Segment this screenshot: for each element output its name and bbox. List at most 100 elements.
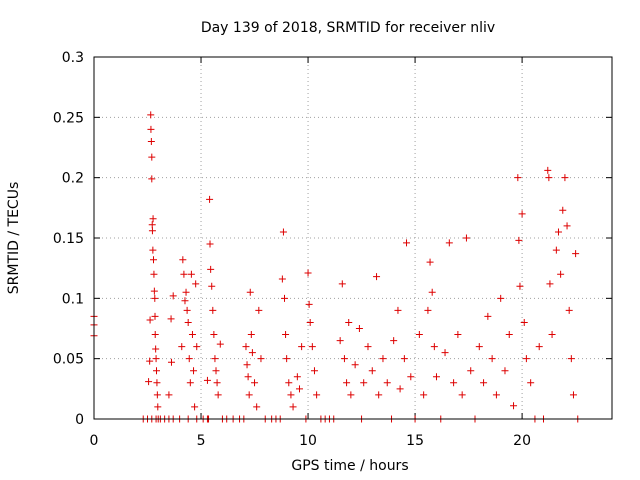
data-point xyxy=(192,280,200,288)
data-point xyxy=(148,153,156,161)
data-point xyxy=(151,294,159,302)
data-point xyxy=(147,125,155,133)
y-axis-label: SRMTID / TECUs xyxy=(6,182,22,295)
data-point xyxy=(242,343,250,351)
data-point xyxy=(257,355,265,363)
x-axis-label: GPS time / hours xyxy=(291,458,408,474)
data-point xyxy=(167,315,175,323)
data-point xyxy=(203,376,211,384)
data-point xyxy=(545,174,553,182)
data-point xyxy=(148,227,156,235)
data-point xyxy=(210,331,218,339)
data-point xyxy=(178,343,186,351)
data-point xyxy=(432,373,440,381)
data-point xyxy=(430,343,438,351)
data-point xyxy=(343,379,351,387)
y-tick-label: 0.25 xyxy=(53,110,84,126)
data-point xyxy=(179,256,187,264)
data-point xyxy=(428,288,436,296)
data-point xyxy=(497,294,505,302)
data-point xyxy=(454,331,462,339)
data-point xyxy=(213,379,221,387)
data-point xyxy=(480,379,488,387)
data-point xyxy=(305,300,313,308)
data-point xyxy=(146,316,154,324)
data-point xyxy=(310,367,318,375)
data-point xyxy=(245,391,253,399)
x-tick-label: 10 xyxy=(299,433,317,449)
data-point xyxy=(360,379,368,387)
data-point xyxy=(355,325,363,332)
x-tick-label: 5 xyxy=(197,433,206,449)
data-point xyxy=(426,258,434,266)
data-point xyxy=(567,355,575,363)
data-point xyxy=(191,403,199,411)
data-point xyxy=(188,331,196,339)
data-point xyxy=(396,385,404,393)
data-point xyxy=(548,331,556,339)
data-point xyxy=(505,331,513,339)
y-tick-label: 0.3 xyxy=(62,50,84,66)
data-point xyxy=(563,222,571,230)
data-point xyxy=(180,270,188,278)
data-point xyxy=(510,402,518,410)
data-point xyxy=(149,246,157,254)
data-point xyxy=(390,337,398,345)
data-point xyxy=(488,355,496,363)
data-point xyxy=(193,343,201,351)
data-point xyxy=(501,367,509,375)
data-point xyxy=(151,312,159,320)
data-point xyxy=(211,355,219,363)
data-point xyxy=(295,385,303,393)
data-point xyxy=(149,215,157,223)
y-tick-label: 0.15 xyxy=(53,231,84,247)
data-point xyxy=(522,355,530,363)
data-point xyxy=(251,379,259,387)
data-point xyxy=(147,137,155,145)
data-point xyxy=(154,403,162,411)
data-point xyxy=(148,221,156,229)
data-point xyxy=(383,379,391,387)
data-point xyxy=(458,391,466,399)
data-point xyxy=(445,239,453,247)
data-point xyxy=(313,391,321,399)
data-point xyxy=(287,391,295,399)
data-point xyxy=(255,306,263,314)
data-point xyxy=(246,288,254,296)
data-point xyxy=(184,318,192,326)
data-point xyxy=(565,306,573,314)
data-point xyxy=(181,297,189,305)
data-point xyxy=(308,343,316,351)
data-point xyxy=(281,294,289,302)
data-point xyxy=(153,391,161,399)
data-point xyxy=(347,391,355,399)
grid xyxy=(94,57,612,419)
data-point xyxy=(186,379,194,387)
data-point xyxy=(572,250,580,258)
data-point xyxy=(283,355,291,363)
data-point xyxy=(552,246,560,254)
x-tick-label: 15 xyxy=(406,433,424,449)
data-point xyxy=(209,306,217,314)
data-point xyxy=(484,312,492,320)
data-point xyxy=(441,349,449,357)
data-point xyxy=(165,391,173,399)
x-tick-label: 20 xyxy=(513,433,531,449)
data-point xyxy=(424,306,432,314)
ticks: 0 5 10 15 20 0 0.05 0.1 0.15 0.2 0.25 0.3 xyxy=(53,50,612,449)
data-point xyxy=(400,355,408,363)
data-point xyxy=(208,282,216,290)
data-point xyxy=(147,111,155,119)
data-point xyxy=(152,355,160,363)
data-point xyxy=(535,343,543,351)
data-point xyxy=(515,236,523,244)
data-point xyxy=(394,306,402,314)
data-point xyxy=(190,367,198,375)
data-point xyxy=(544,166,552,174)
data-point xyxy=(546,280,554,288)
data-point xyxy=(214,391,222,399)
data-point xyxy=(462,234,470,242)
y-tick-label: 0.1 xyxy=(62,291,84,307)
data-point xyxy=(351,361,359,369)
